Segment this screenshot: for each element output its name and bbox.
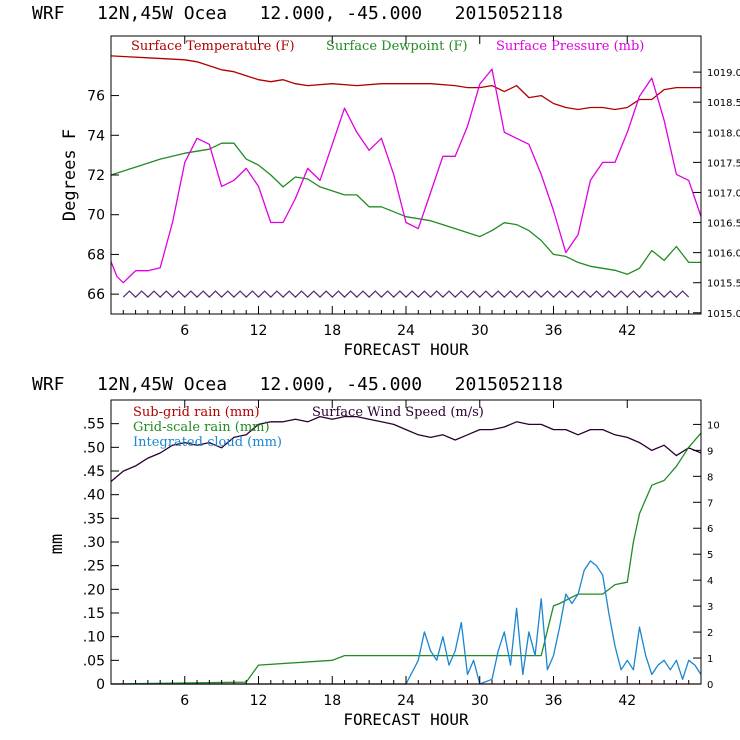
bottom-x-tick-label-6: 6 — [180, 693, 189, 709]
top-title: WRF 12N,45W Ocea 12.000, -45.000 2015052… — [32, 3, 563, 24]
legend-integrated-cloud: Integrated cloud (mm) — [133, 435, 282, 450]
bottom-y2-tick-label-9: 9 — [707, 446, 713, 457]
bottom-x-tick-label-36: 36 — [545, 693, 563, 709]
legend-subgrid-rain: Sub-grid rain (mm) — [133, 405, 260, 420]
bottom-x-tick-label-18: 18 — [323, 693, 341, 709]
bottom-series-group — [110, 415, 702, 685]
bottom-y-tick-label-05: .05 — [83, 653, 105, 669]
top-y2-tick-label-1017-0: 1017.0 — [707, 188, 740, 199]
bottom-series-surface-wind-speed — [110, 415, 702, 482]
bottom-title: WRF 12N,45W Ocea 12.000, -45.000 2015052… — [32, 374, 563, 395]
top-y2-tick-label-1016-5: 1016.5 — [707, 219, 740, 230]
top-series-group — [110, 55, 702, 298]
top-panel: WRF 12N,45W Ocea 12.000, -45.000 2015052… — [32, 3, 740, 359]
bottom-y-tick-label-25: .25 — [83, 559, 105, 575]
top-x-tick-label-24: 24 — [397, 323, 415, 339]
bottom-y2-tick-label-2: 2 — [707, 628, 713, 639]
top-y-tick-label-70: 70 — [87, 208, 105, 224]
bottom-x-tick-label-12: 12 — [250, 693, 268, 709]
legend-surface-temperature: Surface Temperature (F) — [131, 39, 295, 54]
top-y-tick-label-66: 66 — [87, 287, 105, 303]
bottom-y-tick-label-30: .30 — [83, 535, 105, 551]
top-series-surface-temperature — [110, 55, 701, 111]
top-plot-frame — [110, 35, 702, 315]
top-x-axis-label: FORECAST HOUR — [343, 340, 469, 359]
bottom-y-tick-label-55: .55 — [83, 417, 105, 433]
legend-surface-pressure: Surface Pressure (mb) — [496, 39, 644, 54]
bottom-y-tick-label-35: .35 — [83, 511, 105, 527]
top-x-tick-label-36: 36 — [545, 323, 563, 339]
bottom-y2-tick-label-7: 7 — [707, 498, 713, 509]
top-y-tick-label-68: 68 — [87, 247, 105, 263]
bottom-y2-tick-label-4: 4 — [707, 576, 713, 587]
bottom-y-tick-label-15: .15 — [83, 606, 105, 622]
top-x-tick-label-6: 6 — [180, 323, 189, 339]
bottom-y2-tick-label-0: 0 — [707, 680, 713, 691]
bottom-x-tick-label-24: 24 — [397, 693, 415, 709]
top-x-tick-label-42: 42 — [618, 323, 636, 339]
top-x-tick-label-30: 30 — [471, 323, 489, 339]
bottom-series-grid-scale-rain — [110, 432, 702, 685]
top-y2-tick-label-1018-0: 1018.0 — [707, 128, 740, 139]
bottom-y-tick-label-0: 0 — [96, 677, 105, 693]
bottom-y2-tick-label-1: 1 — [707, 654, 713, 665]
top-series-surface-dewpoint — [110, 142, 701, 275]
bottom-x-tick-label-30: 30 — [471, 693, 489, 709]
bottom-y-tick-label-45: .45 — [83, 464, 105, 480]
top-y-tick-label-76: 76 — [87, 89, 105, 105]
bottom-y2-tick-label-5: 5 — [707, 550, 713, 561]
bottom-panel: WRF 12N,45W Ocea 12.000, -45.000 2015052… — [32, 374, 720, 729]
bottom-y-tick-label-10: .10 — [83, 630, 105, 646]
legend-surface-dewpoint: Surface Dewpoint (F) — [326, 39, 468, 54]
bottom-y2-tick-label-10: 10 — [707, 420, 720, 431]
bottom-y2-tick-label-3: 3 — [707, 602, 713, 613]
top-y2-tick-label-1015-0: 1015.0 — [707, 309, 740, 320]
top-y2-tick-label-1017-5: 1017.5 — [707, 158, 740, 169]
top-y2-tick-label-1016-0: 1016.0 — [707, 249, 740, 260]
top-series-surface-pressure — [110, 68, 702, 284]
top-x-tick-label-12: 12 — [250, 323, 268, 339]
bottom-series-integrated-cloud — [111, 560, 702, 685]
bottom-x-axis-label: FORECAST HOUR — [343, 710, 469, 729]
bottom-axes-group: 6 12 18 24 30 36 420.05.10.15.20.25.30.35.40.4… — [83, 400, 720, 709]
legend-surface-wind-speed: Surface Wind Speed (m/s) — [312, 405, 484, 420]
bottom-y2-tick-label-6: 6 — [707, 524, 713, 535]
top-y-axis-label: Degrees F — [60, 129, 80, 221]
bottom-y-axis-label: mm — [47, 534, 67, 554]
legend-gridscale-rain: Grid-scale rain (mm) — [133, 420, 270, 435]
top-y2-tick-label-1018-5: 1018.5 — [707, 98, 740, 109]
top-axes-group: 6 12 18 24 30 36 42 66 68 70 72 74 76 1015.0 1015.5 101… — [87, 36, 740, 339]
bottom-y-tick-label-50: .50 — [83, 440, 105, 456]
top-x-tick-label-18: 18 — [323, 323, 341, 339]
top-series-wind-barbs — [122, 290, 690, 298]
top-y2-tick-label-1019-0: 1019.0 — [707, 68, 740, 79]
bottom-y2-tick-label-8: 8 — [707, 472, 713, 483]
bottom-y-tick-label-20: .20 — [83, 582, 105, 598]
top-y2-tick-label-1015-5: 1015.5 — [707, 279, 740, 290]
top-y-tick-label-72: 72 — [87, 168, 105, 184]
bottom-x-tick-label-42: 42 — [618, 693, 636, 709]
bottom-y-tick-label-40: .40 — [83, 488, 105, 504]
top-y-tick-label-74: 74 — [87, 128, 105, 144]
